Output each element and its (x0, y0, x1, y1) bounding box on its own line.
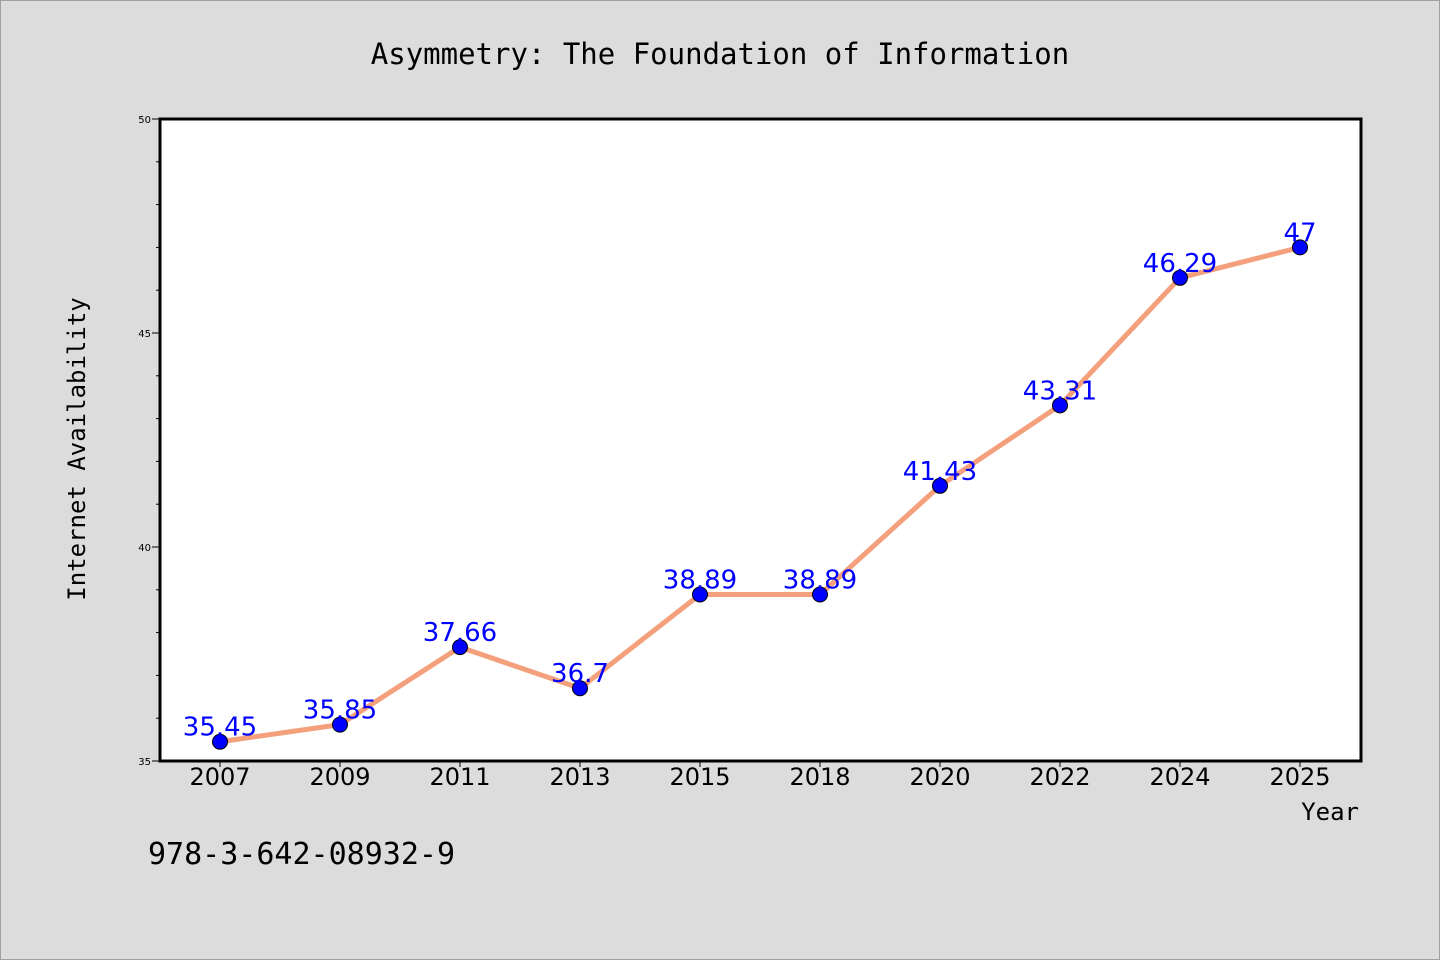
data-point (812, 586, 828, 603)
data-label: 46.29 (1143, 249, 1217, 279)
x-tick-label: 2015 (669, 763, 730, 791)
y-tick-label: 50 (138, 115, 151, 126)
y-tick-label: 35 (138, 757, 151, 768)
data-point (932, 477, 948, 494)
data-label: 36.7 (551, 659, 609, 689)
x-axis-title: Year (1301, 798, 1359, 826)
data-label-group: 35.45 35.85 37.66 36.7 38.89 38.89 41.43 43.31 4… (183, 218, 1317, 742)
marker-group (212, 239, 1308, 750)
data-point (572, 680, 588, 697)
data-point (692, 586, 708, 603)
y-tick-label: 45 (138, 329, 151, 340)
x-tick-label: 2020 (909, 763, 970, 791)
plot-area (158, 117, 1363, 763)
x-tick-label: 2007 (189, 763, 250, 791)
y-tick-label: 40 (138, 543, 151, 554)
data-point (212, 733, 228, 750)
x-tick-label: 2022 (1029, 763, 1090, 791)
y-axis-title: Internet Availability (63, 297, 91, 600)
data-point (1052, 397, 1068, 414)
x-tick-label: 2018 (789, 763, 850, 791)
data-point (1172, 269, 1188, 286)
data-label: 38.89 (783, 566, 857, 596)
data-label: 47 (1283, 218, 1316, 248)
series-line-group (217, 244, 1303, 745)
x-tick-label: 2009 (309, 763, 370, 791)
series-line (217, 244, 1303, 745)
isbn-text: 978-3-642-08932-9 (148, 837, 455, 872)
data-point (332, 716, 348, 733)
data-label: 41.43 (903, 457, 977, 487)
data-label: 35.45 (183, 713, 257, 743)
data-label: 35.85 (303, 696, 377, 726)
chart-title: Asymmetry: The Foundation of Information (371, 37, 1069, 71)
data-label: 38.89 (663, 566, 737, 596)
data-point (452, 639, 468, 656)
data-point (1292, 239, 1308, 256)
y-axis: 35 40 45 50 (138, 115, 160, 768)
data-label: 37.66 (423, 618, 497, 648)
x-tick-label: 2024 (1149, 763, 1210, 791)
x-tick-label: 2011 (429, 763, 490, 791)
x-axis: 2007 2009 2011 2013 2015 2018 2020 2022 2024 2025 (189, 761, 1331, 791)
x-tick-label: 2025 (1269, 763, 1330, 791)
x-tick-label: 2013 (549, 763, 610, 791)
data-label: 43.31 (1023, 376, 1097, 406)
